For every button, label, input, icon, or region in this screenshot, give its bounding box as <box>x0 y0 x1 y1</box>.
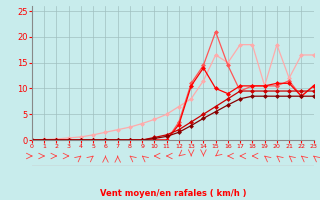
Text: Vent moyen/en rafales ( km/h ): Vent moyen/en rafales ( km/h ) <box>100 189 246 198</box>
